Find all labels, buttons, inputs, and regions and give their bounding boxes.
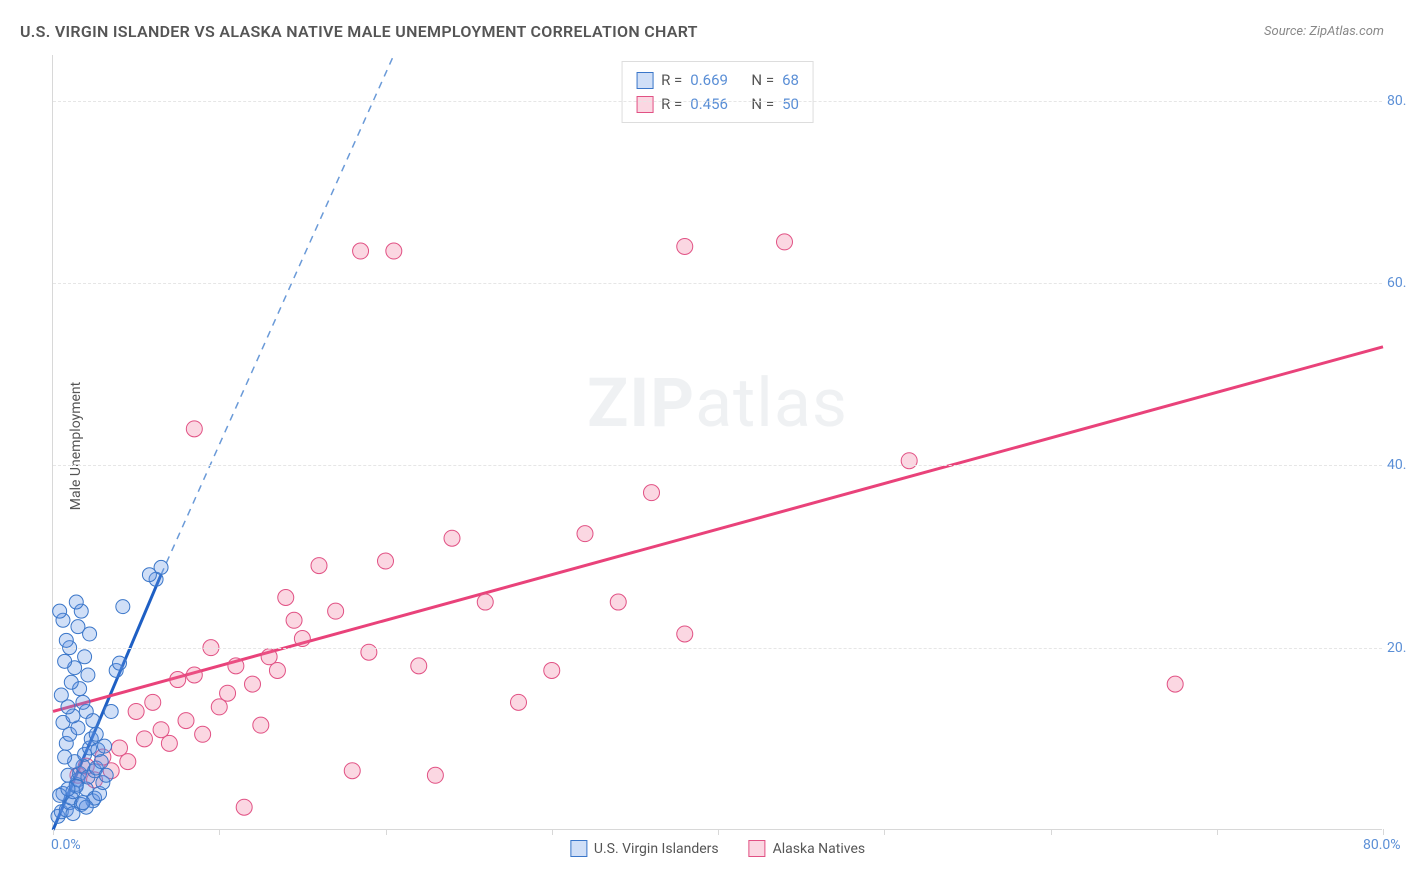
x-tick <box>53 829 54 835</box>
y-tick-label: 40.0% <box>1387 457 1406 473</box>
x-tick-label: 0.0% <box>51 837 81 853</box>
x-tick <box>1051 829 1052 835</box>
legend-label-vi: U.S. Virgin Islanders <box>594 841 719 857</box>
gridline <box>53 465 1382 466</box>
x-tick <box>386 829 387 835</box>
legend-item-vi: U.S. Virgin Islanders <box>570 840 719 857</box>
x-tick <box>1383 829 1384 835</box>
series-legend: U.S. Virgin Islanders Alaska Natives <box>570 840 865 857</box>
chart-title: U.S. VIRGIN ISLANDER VS ALASKA NATIVE MA… <box>20 22 698 41</box>
y-tick-label: 80.0% <box>1387 93 1406 109</box>
gridline <box>53 101 1382 102</box>
gridline <box>53 648 1382 649</box>
y-tick-label: 20.0% <box>1387 640 1406 656</box>
x-tick <box>718 829 719 835</box>
x-tick <box>219 829 220 835</box>
plot-area: ZIPatlas R = 0.669 N = 68 R = 0.456 N = … <box>52 55 1382 830</box>
legend-item-ak: Alaska Natives <box>749 840 866 857</box>
legend-label-ak: Alaska Natives <box>773 841 866 857</box>
legend-swatch-ak <box>749 840 766 857</box>
x-tick <box>884 829 885 835</box>
y-tick-label: 60.0% <box>1387 275 1406 291</box>
x-tick <box>552 829 553 835</box>
chart-svg <box>53 55 1382 829</box>
x-tick-label: 80.0% <box>1363 837 1401 853</box>
source-credit: Source: ZipAtlas.com <box>1264 24 1384 39</box>
x-tick <box>1217 829 1218 835</box>
gridline <box>53 283 1382 284</box>
legend-swatch-vi <box>570 840 587 857</box>
